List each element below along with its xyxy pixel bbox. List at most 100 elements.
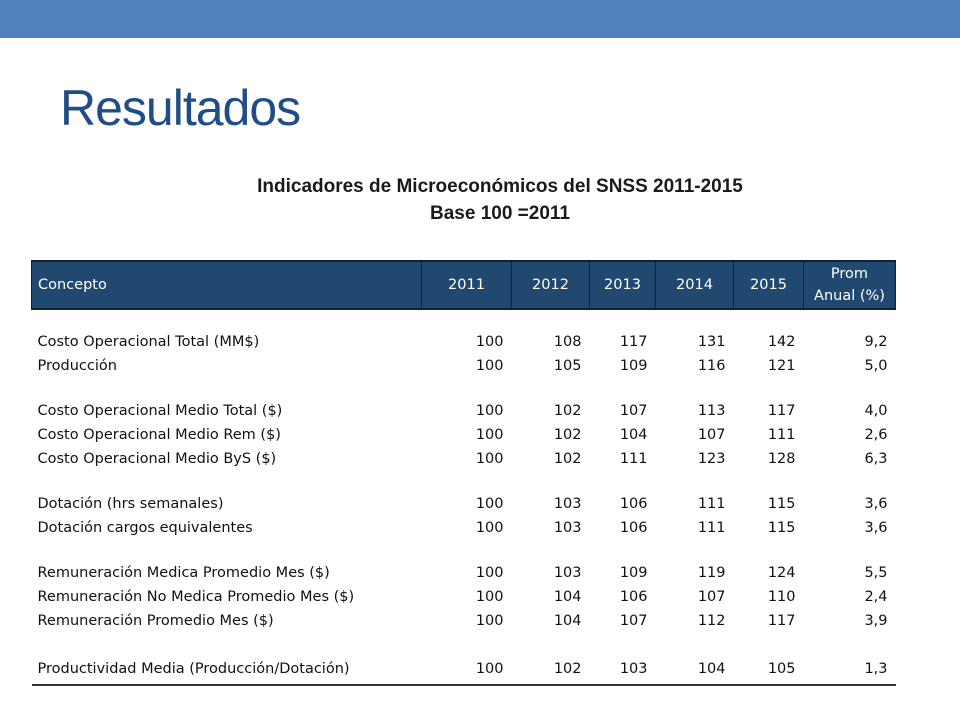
row-concepto: Dotación cargos equivalentes — [37, 520, 253, 536]
cell-2014: 116 — [697, 358, 726, 374]
cell-prom: 9,2 — [864, 334, 888, 350]
header-2015: 2015 — [733, 260, 804, 310]
cell-2011: 100 — [475, 589, 504, 605]
cell-prom: 2,6 — [864, 427, 888, 443]
cell-prom: 5,5 — [864, 565, 888, 581]
cell-2012: 108 — [553, 334, 582, 350]
cell-2015: 111 — [767, 427, 796, 443]
cell-2013: 104 — [619, 427, 648, 443]
cell-2014: 107 — [697, 589, 726, 605]
cell-2014: 112 — [697, 613, 726, 629]
cell-2011: 100 — [475, 427, 504, 443]
cell-2015: 115 — [767, 520, 796, 536]
cell-2015: 117 — [767, 403, 796, 419]
spacer-row — [32, 378, 896, 399]
cell-2011: 100 — [421, 654, 512, 686]
table-row: Dotación (hrs semanales) 100 103 106 111… — [32, 492, 896, 516]
cell-2014: 119 — [697, 565, 726, 581]
table-header-row: Concepto 2011 2012 2013 2014 2015 Prom A… — [31, 260, 896, 310]
header-concepto: Concepto — [31, 260, 422, 310]
cell-2013: 107 — [619, 403, 648, 419]
cell-2013: 109 — [619, 565, 648, 581]
cell-prom: 4,0 — [864, 403, 888, 419]
cell-2015: 115 — [767, 496, 796, 512]
table-row: Remuneración No Medica Promedio Mes ($) … — [32, 585, 896, 609]
table-row: Dotación cargos equivalentes 100 103 106… — [32, 516, 896, 540]
cell-prom: 3,6 — [864, 496, 888, 512]
cell-2015: 110 — [767, 589, 796, 605]
cell-2011: 100 — [475, 496, 504, 512]
spacer-row — [32, 471, 896, 492]
cell-2014: 123 — [697, 451, 726, 467]
cell-2011: 100 — [475, 565, 504, 581]
cell-2012: 103 — [553, 565, 582, 581]
cell-2011: 100 — [475, 403, 504, 419]
table-row: Remuneración Promedio Mes ($) 100 104 10… — [32, 609, 896, 633]
cell-2015: 121 — [767, 358, 796, 374]
cell-2012: 102 — [511, 654, 590, 686]
table-row: Costo Operacional Total (MM$) 100 108 11… — [32, 330, 896, 354]
spacer-row — [32, 633, 896, 654]
cell-2015: 105 — [733, 654, 804, 686]
row-concepto: Costo Operacional Total (MM$) — [37, 334, 260, 350]
cell-2012: 102 — [553, 451, 582, 467]
table-row: Productividad Media (Producción/Dotación… — [31, 654, 896, 686]
row-concepto: Productividad Media (Producción/Dotación… — [31, 654, 422, 686]
cell-2011: 100 — [475, 520, 504, 536]
cell-2011: 100 — [475, 613, 504, 629]
slide-title: Resultados — [60, 80, 301, 136]
cell-prom: 2,4 — [864, 589, 888, 605]
cell-2011: 100 — [475, 358, 504, 374]
cell-2012: 102 — [553, 403, 582, 419]
table-row: Costo Operacional Medio Rem ($) 100 102 … — [32, 423, 896, 447]
table-row: Costo Operacional Medio Total ($) 100 10… — [32, 399, 896, 423]
header-2011: 2011 — [421, 260, 512, 310]
header-2012: 2012 — [511, 260, 590, 310]
row-concepto: Producción — [37, 358, 117, 374]
row-concepto: Remuneración Promedio Mes ($) — [37, 613, 274, 629]
header-anual: Anual (%) — [814, 288, 885, 304]
table-row: Remuneración Medica Promedio Mes ($) 100… — [32, 561, 896, 585]
cell-2012: 103 — [553, 520, 582, 536]
cell-2013: 117 — [619, 334, 648, 350]
cell-prom: 1,3 — [803, 654, 896, 686]
row-concepto: Remuneración No Medica Promedio Mes ($) — [37, 589, 355, 605]
cell-2014: 107 — [697, 427, 726, 443]
cell-2012: 104 — [553, 613, 582, 629]
cell-2011: 100 — [475, 451, 504, 467]
top-band — [0, 0, 960, 38]
row-concepto: Costo Operacional Medio ByS ($) — [37, 451, 277, 467]
cell-2013: 106 — [619, 520, 648, 536]
header-prom: Prom — [830, 266, 869, 282]
cell-2014: 131 — [697, 334, 726, 350]
table-title: Indicadores de Microeconómicos del SNSS … — [0, 173, 960, 227]
cell-2013: 107 — [619, 613, 648, 629]
cell-2012: 105 — [553, 358, 582, 374]
cell-prom: 3,9 — [864, 613, 888, 629]
cell-2013: 109 — [619, 358, 648, 374]
spacer-row — [32, 540, 896, 561]
cell-2014: 104 — [655, 654, 734, 686]
cell-2015: 117 — [767, 613, 796, 629]
cell-prom: 3,6 — [864, 520, 888, 536]
header-2013: 2013 — [589, 260, 656, 310]
cell-prom: 6,3 — [864, 451, 888, 467]
cell-2014: 113 — [697, 403, 726, 419]
cell-2014: 111 — [697, 520, 726, 536]
row-concepto: Dotación (hrs semanales) — [37, 496, 224, 512]
header-2014: 2014 — [655, 260, 734, 310]
cell-2011: 100 — [475, 334, 504, 350]
table-row: Producción 100 105 109 116 121 5,0 — [32, 354, 896, 378]
table-title-line2: Base 100 =2011 — [430, 203, 570, 224]
cell-2015: 128 — [767, 451, 796, 467]
row-concepto: Costo Operacional Medio Rem ($) — [37, 427, 281, 443]
cell-2013: 106 — [619, 589, 648, 605]
spacer-row — [32, 309, 896, 330]
cell-2013: 103 — [589, 654, 656, 686]
cell-2015: 124 — [767, 565, 796, 581]
table-row: Costo Operacional Medio ByS ($) 100 102 … — [32, 447, 896, 471]
cell-prom: 5,0 — [864, 358, 888, 374]
cell-2012: 104 — [553, 589, 582, 605]
cell-2014: 111 — [697, 496, 726, 512]
table-title-line1: Indicadores de Microeconómicos del SNSS … — [257, 176, 743, 197]
